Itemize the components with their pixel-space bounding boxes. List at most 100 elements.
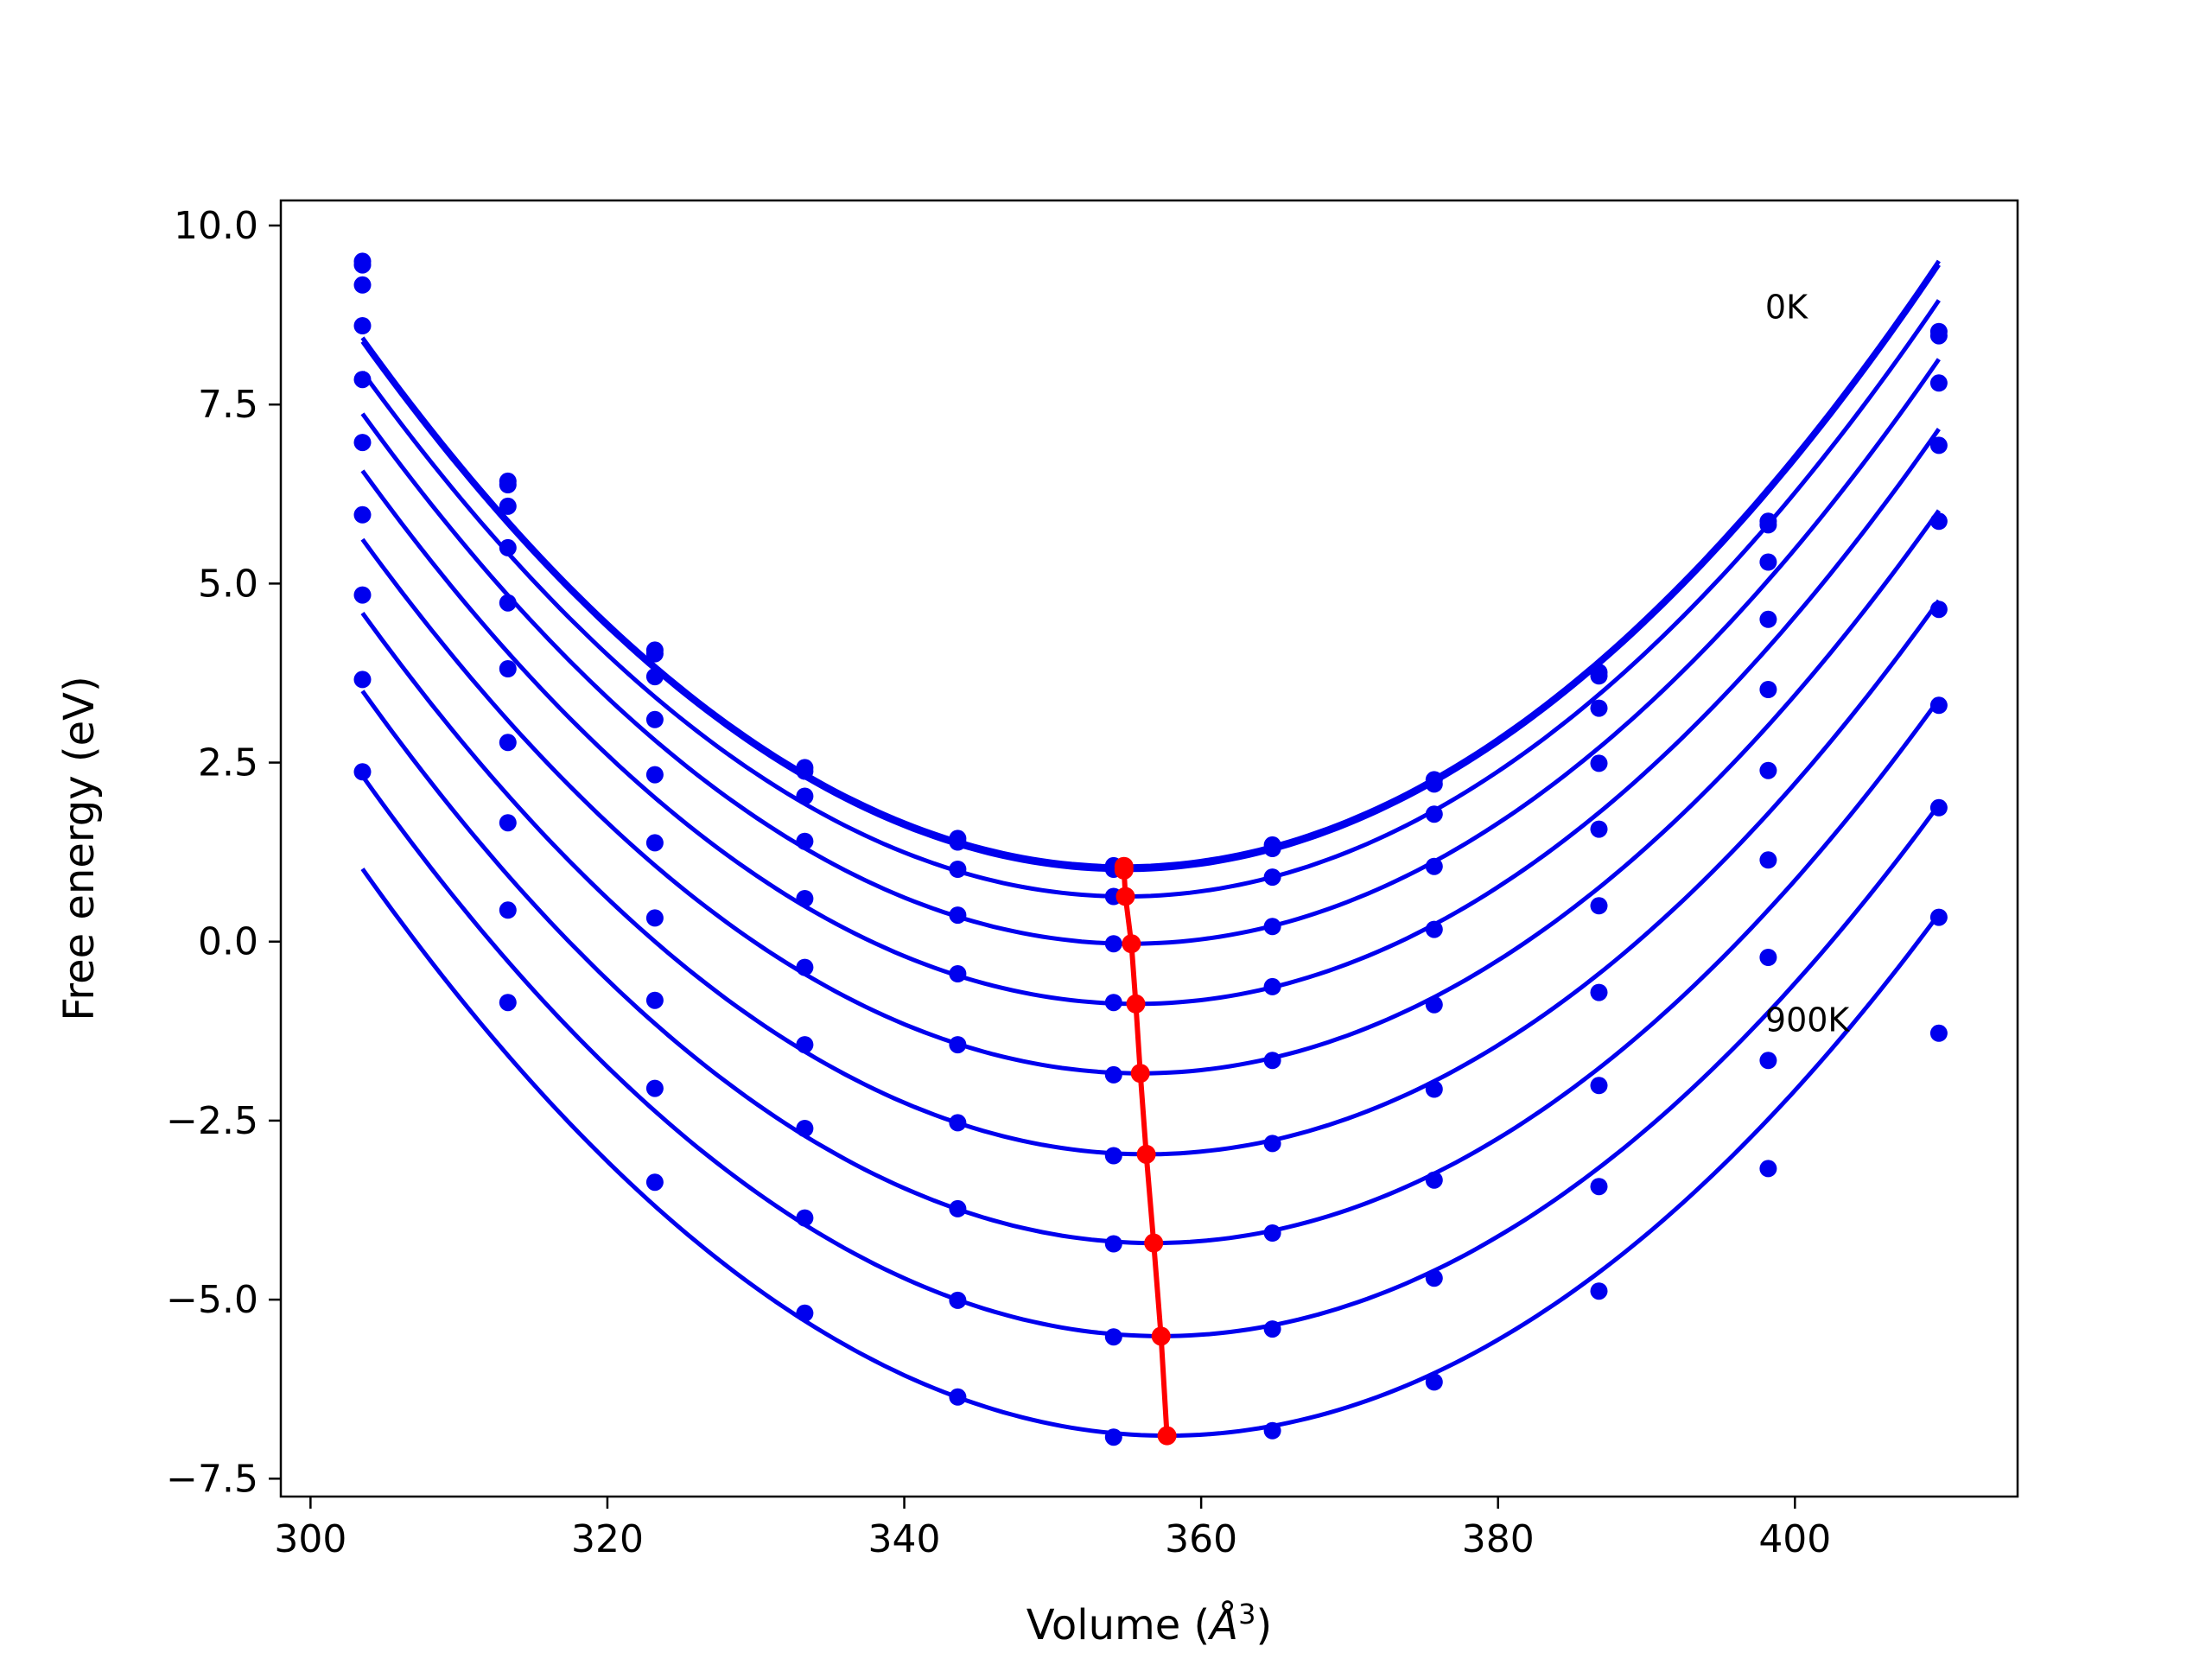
data-point — [499, 994, 517, 1012]
fit-curve-4 — [360, 428, 1941, 1007]
data-point — [1263, 1135, 1281, 1153]
data-point — [1425, 1373, 1443, 1391]
data-point — [1759, 1052, 1777, 1070]
data-point — [1929, 601, 1948, 619]
data-point — [949, 833, 967, 851]
data-point — [645, 991, 664, 1009]
data-point — [949, 906, 967, 925]
fit-curve-0 — [360, 259, 1941, 869]
data-point — [1263, 840, 1281, 857]
data-point — [1263, 1320, 1281, 1338]
data-point — [1929, 798, 1948, 817]
data-point — [1425, 805, 1443, 823]
fit-curve-1 — [360, 264, 1941, 873]
x-tick-label: 400 — [1758, 1517, 1831, 1561]
y-tick-label: −5.0 — [166, 1278, 258, 1322]
data-point — [499, 476, 517, 493]
data-point — [1425, 1080, 1443, 1098]
data-point — [1425, 920, 1443, 938]
data-point — [353, 434, 372, 452]
data-point — [796, 762, 814, 780]
temperature-annotation: 900K — [1765, 1001, 1851, 1039]
data-point — [1929, 512, 1948, 531]
data-point — [949, 1291, 967, 1309]
data-point — [645, 1173, 664, 1192]
x-tick-label: 340 — [868, 1517, 941, 1561]
data-point — [1263, 1224, 1281, 1242]
minimum-point — [1116, 887, 1135, 906]
data-point — [1929, 696, 1948, 715]
x-tick-label: 380 — [1462, 1517, 1535, 1561]
data-point — [499, 734, 517, 752]
data-point — [1759, 681, 1777, 698]
minimum-point — [1144, 1233, 1164, 1253]
y-tick-label: 7.5 — [198, 383, 258, 427]
data-point — [1759, 761, 1777, 779]
data-point — [353, 317, 372, 334]
minimum-path — [1121, 866, 1170, 1436]
data-point — [353, 371, 372, 389]
data-point — [796, 1120, 814, 1137]
x-axis-label: Volume (Å3) — [1027, 1598, 1272, 1649]
x-tick-label: 360 — [1165, 1517, 1237, 1561]
data-point — [1263, 1052, 1281, 1070]
plot-frame — [279, 199, 2019, 1498]
data-point — [1929, 436, 1948, 454]
minimum-point — [1126, 994, 1146, 1014]
data-point — [1759, 949, 1777, 966]
minimum-line — [1114, 856, 1177, 1446]
data-point — [1104, 994, 1122, 1012]
data-point — [1759, 851, 1777, 869]
x-tick-label: 320 — [571, 1517, 644, 1561]
data-point — [1759, 610, 1777, 628]
data-point — [499, 660, 517, 677]
data-point — [1759, 553, 1777, 571]
fit-curve-8 — [360, 774, 1941, 1338]
y-tick-label: 0.0 — [198, 920, 258, 964]
data-point — [645, 645, 664, 663]
data-point — [796, 832, 814, 850]
data-point — [949, 1388, 967, 1406]
data-point — [353, 505, 372, 524]
data-point — [1929, 908, 1948, 926]
data-point — [499, 594, 517, 612]
data-point — [949, 1036, 967, 1054]
y-tick-label: 5.0 — [198, 562, 258, 606]
minimum-point — [1136, 1144, 1156, 1164]
data-point — [499, 901, 517, 919]
data-point — [796, 958, 814, 976]
fit-curve-9 — [360, 868, 1941, 1438]
x-tick-label: 300 — [274, 1517, 346, 1561]
data-point — [353, 671, 372, 689]
data-point — [949, 1199, 967, 1217]
minimum-point — [1122, 934, 1141, 954]
y-tick-label: 2.5 — [198, 741, 258, 785]
data-point — [1104, 1235, 1122, 1253]
data-point — [1590, 699, 1608, 717]
minimum-point — [1157, 1426, 1177, 1446]
minimum-point — [1130, 1064, 1150, 1084]
data-point — [1263, 868, 1281, 887]
data-point — [1425, 1171, 1443, 1189]
data-point — [645, 668, 664, 686]
data-point — [1104, 935, 1122, 953]
data-point — [353, 256, 372, 274]
data-point — [1929, 374, 1948, 392]
data-point — [499, 538, 517, 556]
data-point — [949, 861, 967, 878]
data-point — [1104, 1065, 1122, 1084]
data-point — [796, 1036, 814, 1054]
y-axis-ticks: −7.5 −5.0 −2.5 0.0 2.5 5.0 7.5 10.0 — [166, 204, 281, 1501]
minimum-point — [1151, 1326, 1171, 1346]
y-axis-label: Free energy (eV) — [55, 676, 104, 1020]
data-point — [1425, 995, 1443, 1014]
data-point — [1425, 775, 1443, 793]
data-point — [1425, 1269, 1443, 1287]
data-point — [353, 276, 372, 294]
y-tick-label: 10.0 — [174, 204, 258, 248]
data-point — [499, 814, 517, 832]
data-point — [353, 763, 372, 781]
data-point — [796, 787, 814, 805]
